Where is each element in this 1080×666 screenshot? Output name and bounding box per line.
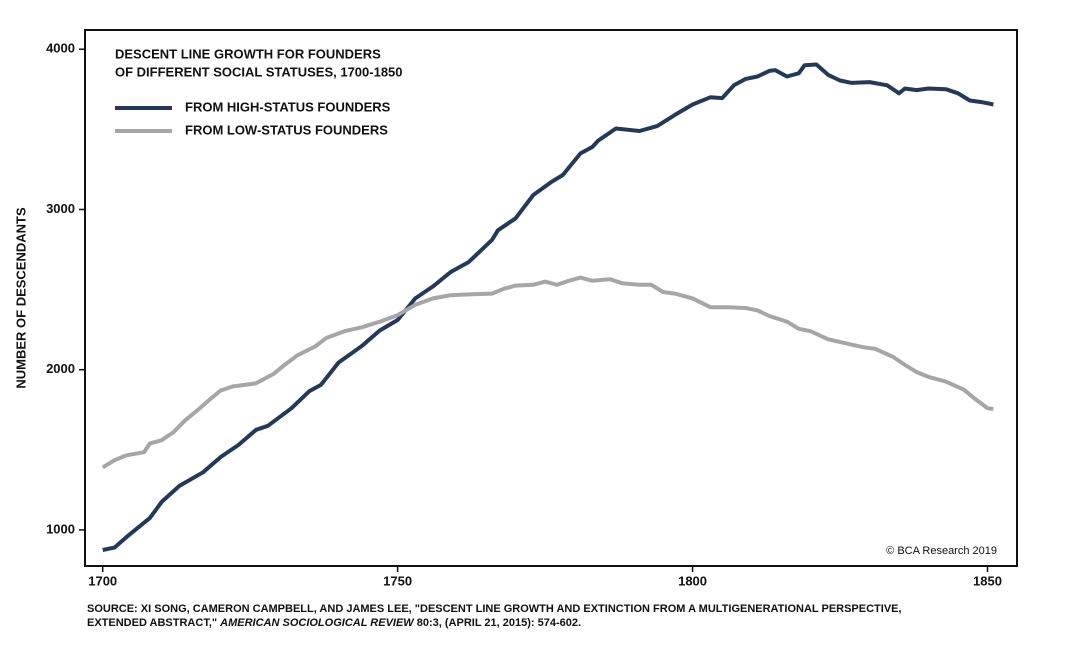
x-tick-label: 1850 — [973, 573, 1002, 588]
x-tick-label: 1750 — [383, 573, 412, 588]
y-axis-label: NUMBER OF DESCENDANTS — [13, 207, 28, 389]
source-note: 80:3, (APRIL 21, 2015): 574-602. — [414, 617, 581, 629]
y-tick-label: 1000 — [46, 521, 75, 536]
legend-label: FROM HIGH-STATUS FOUNDERS — [185, 99, 391, 114]
x-tick-label: 1700 — [88, 573, 117, 588]
plot-frame — [84, 29, 1018, 567]
x-tick-label: 1800 — [678, 573, 707, 588]
chart-title: OF DIFFERENT SOCIAL STATUSES, 1700-1850 — [115, 64, 403, 79]
y-tick-label: 3000 — [46, 201, 75, 216]
source-note: EXTENDED ABSTRACT," — [87, 617, 220, 629]
source-note: SOURCE: XI SONG, CAMERON CAMPBELL, AND J… — [87, 603, 902, 615]
series-line — [101, 275, 994, 470]
chart-title: DESCENT LINE GROWTH FOR FOUNDERS — [115, 46, 381, 61]
legend-label: FROM LOW-STATUS FOUNDERS — [185, 122, 388, 137]
series-line — [102, 62, 994, 552]
y-tick-label: 2000 — [46, 361, 75, 376]
source-journal: AMERICAN SOCIOLOGICAL REVIEW — [219, 617, 415, 629]
copyright: © BCA Research 2019 — [886, 545, 997, 557]
source-note: EXTENDED ABSTRACT," AMERICAN SOCIOLOGICA… — [87, 617, 581, 629]
y-tick-label: 4000 — [46, 41, 75, 56]
